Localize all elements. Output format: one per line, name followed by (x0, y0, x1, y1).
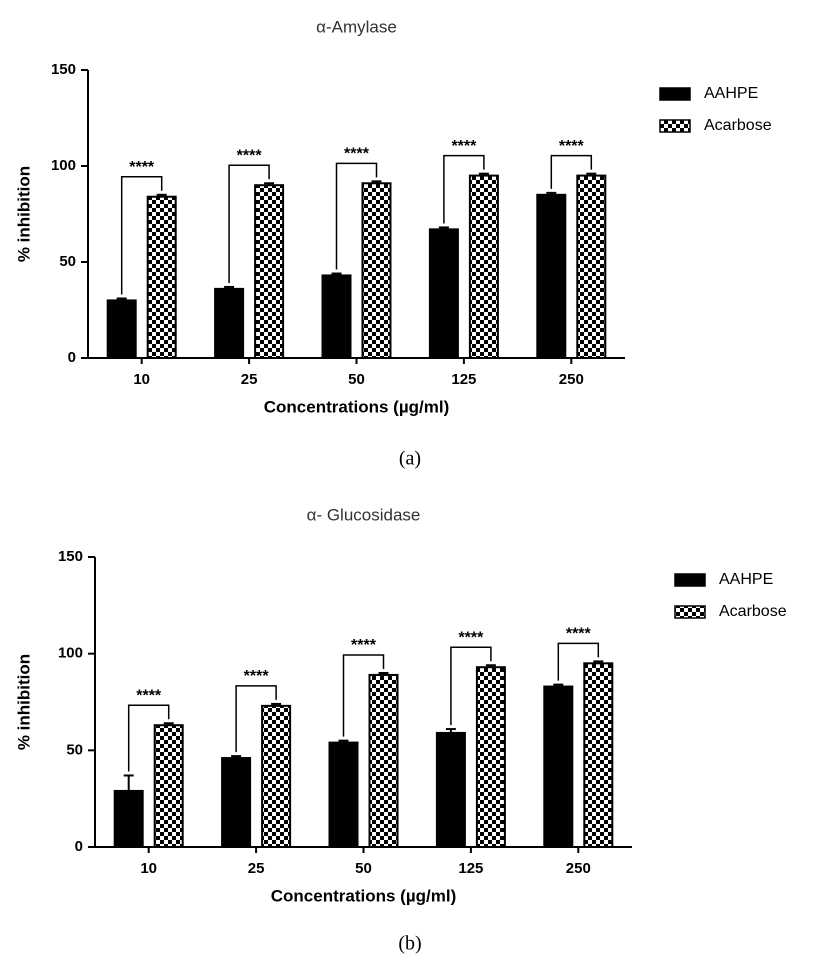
x-tick-label: 50 (348, 371, 365, 388)
x-tick-label: 50 (355, 860, 372, 877)
significance-label: **** (136, 687, 162, 704)
legend-label: Acarbose (719, 603, 787, 620)
x-tick-label: 250 (559, 371, 584, 388)
panel-label: (b) (398, 933, 421, 955)
significance-label: **** (559, 138, 585, 155)
figure: α-Amylase % inhibition Concentrations (µg/… (0, 0, 813, 963)
bar (584, 663, 612, 847)
bar (363, 183, 391, 358)
legend-swatch (675, 574, 705, 586)
bar (108, 300, 136, 358)
bar (437, 733, 465, 847)
legend-swatch (660, 88, 690, 100)
bar (470, 176, 498, 358)
bar (370, 675, 398, 847)
legend-label: Acarbose (704, 117, 772, 134)
legend-label: AAHPE (704, 85, 758, 102)
y-axis-title: % inhibition (14, 654, 33, 750)
x-tick-label: 250 (566, 860, 591, 877)
significance-label: **** (129, 159, 155, 176)
bar (323, 275, 351, 358)
y-tick-label: 0 (68, 349, 76, 366)
significance-label: **** (451, 138, 477, 155)
bar (255, 185, 283, 358)
x-axis-title: Concentrations (µg/ml) (264, 397, 449, 416)
legend-label: AAHPE (719, 571, 773, 588)
significance-label: **** (344, 146, 370, 163)
y-tick-label: 50 (59, 253, 76, 270)
bar (115, 791, 143, 847)
bar (155, 725, 183, 847)
bar (215, 289, 243, 358)
x-tick-label: 10 (133, 371, 150, 388)
y-tick-label: 150 (51, 61, 76, 78)
bar (222, 758, 250, 847)
bar (477, 667, 505, 847)
x-tick-label: 125 (458, 860, 483, 877)
bar (262, 706, 290, 847)
chart-title: α- Glucosidase (307, 505, 421, 524)
bar (577, 176, 605, 358)
bar (544, 687, 572, 847)
y-tick-label: 150 (58, 548, 83, 565)
x-tick-label: 125 (451, 371, 476, 388)
bar (430, 229, 458, 358)
y-tick-label: 100 (58, 645, 83, 662)
significance-label: **** (244, 668, 270, 685)
x-tick-label: 10 (140, 860, 157, 877)
x-tick-label: 25 (248, 860, 265, 877)
y-tick-label: 50 (66, 741, 83, 758)
significance-label: **** (351, 637, 377, 654)
bar (148, 197, 176, 358)
significance-label: **** (566, 626, 592, 643)
chart-title: α-Amylase (316, 17, 397, 36)
x-tick-label: 25 (241, 371, 258, 388)
bar (330, 743, 358, 847)
legend-swatch (660, 120, 690, 132)
panel-label: (a) (399, 448, 421, 470)
significance-label: **** (237, 147, 263, 164)
y-axis-title: % inhibition (14, 166, 33, 262)
y-tick-label: 0 (75, 838, 83, 855)
significance-label: **** (458, 629, 484, 646)
legend-swatch (675, 606, 705, 618)
x-axis-title: Concentrations (µg/ml) (271, 886, 456, 905)
y-tick-label: 100 (51, 157, 76, 174)
bar (537, 195, 565, 358)
